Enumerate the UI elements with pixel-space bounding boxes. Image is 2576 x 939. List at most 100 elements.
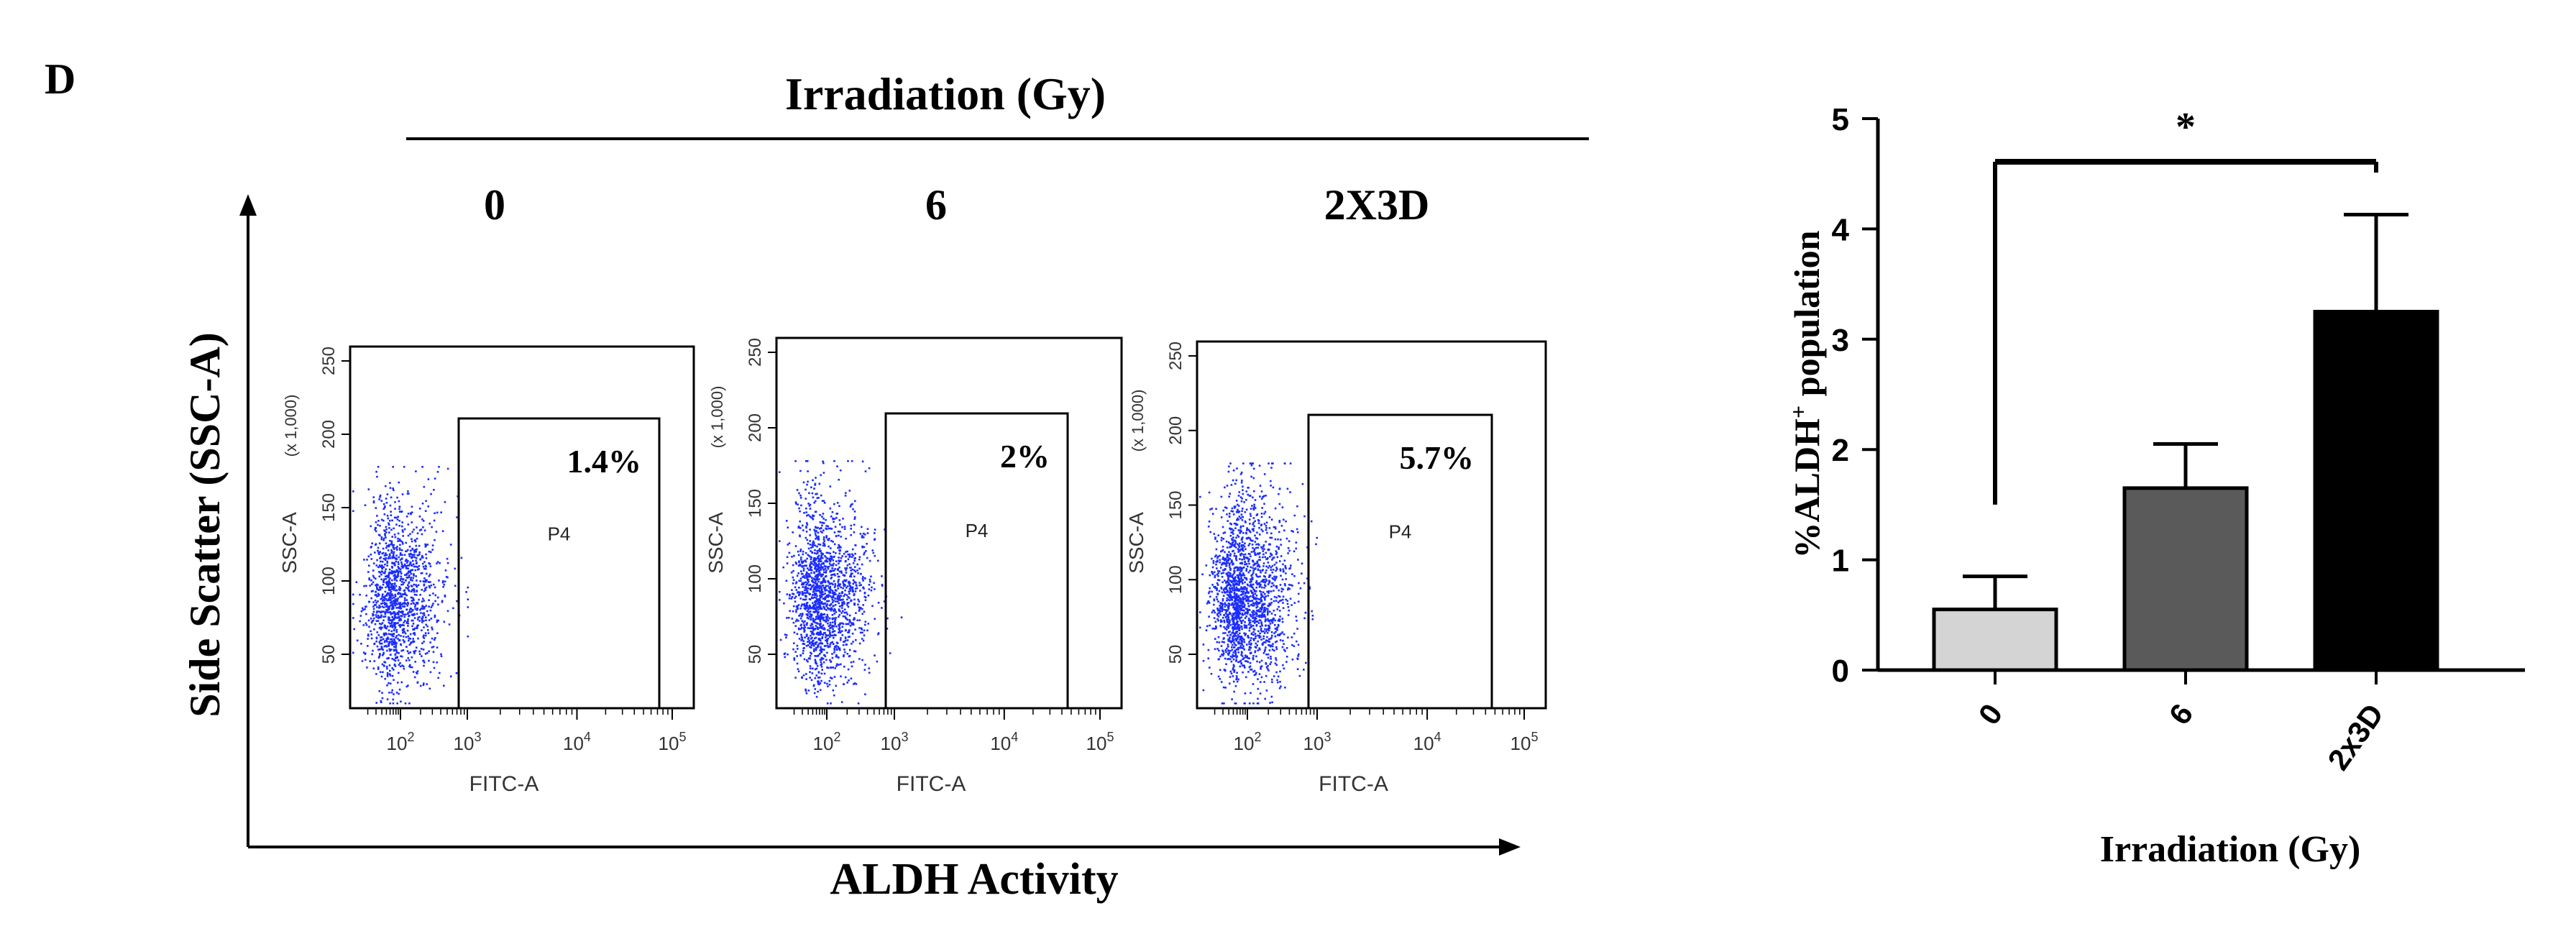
flow-dot xyxy=(843,611,845,614)
flow-dot xyxy=(858,627,861,629)
flow-dot xyxy=(815,608,817,610)
flow-dot xyxy=(816,564,818,566)
flow-dot xyxy=(1260,623,1263,626)
flow-dot xyxy=(1265,527,1268,529)
flow-dot xyxy=(886,617,889,620)
flow-dot xyxy=(390,541,393,544)
flow-dot xyxy=(824,590,827,592)
flow-dot xyxy=(812,564,815,567)
flow-dot xyxy=(1230,510,1233,512)
flow-dot xyxy=(803,512,805,514)
flow-dot xyxy=(467,635,469,638)
flow-dot xyxy=(870,589,873,592)
flow-dot xyxy=(811,562,813,565)
flow-dot xyxy=(873,582,875,585)
flow-dot xyxy=(829,667,832,669)
flow-dot xyxy=(1291,573,1293,575)
flow-dot xyxy=(791,596,794,598)
flow-dot xyxy=(1245,508,1248,511)
flow-dot xyxy=(853,581,856,583)
flow-dot xyxy=(1246,587,1248,590)
flow-dot xyxy=(416,602,418,604)
flow-dot xyxy=(833,460,835,462)
flow-dot xyxy=(1316,536,1319,539)
flow-dot xyxy=(1240,651,1243,653)
flow-dot xyxy=(1260,614,1262,617)
flow-gate-box xyxy=(884,412,1069,710)
flow-dot xyxy=(405,567,408,569)
flow-dot xyxy=(810,568,812,570)
flow-dot xyxy=(1221,562,1224,564)
flow-dot xyxy=(421,621,423,623)
flow-dot xyxy=(1215,563,1217,566)
flow-dot xyxy=(1232,620,1234,623)
flow-dot xyxy=(812,540,815,543)
flow-dot xyxy=(1271,582,1273,585)
flow-dot xyxy=(1224,657,1227,660)
flow-dot xyxy=(456,516,458,518)
flow-dot xyxy=(1241,519,1244,521)
flow-dot xyxy=(815,633,818,636)
flow-dot xyxy=(1229,493,1231,495)
flow-dot xyxy=(1268,462,1270,464)
flow-dot xyxy=(1232,669,1234,671)
flow-dot xyxy=(820,554,823,556)
flow-dot xyxy=(381,605,384,608)
flow-dot xyxy=(829,507,832,510)
flow-dot xyxy=(1265,541,1267,543)
flow-dot xyxy=(808,505,811,507)
flow-dot xyxy=(1243,638,1245,641)
flow-dot xyxy=(1255,620,1257,623)
flow-dot xyxy=(1257,630,1260,633)
flow-dot xyxy=(813,562,816,564)
flow-dot xyxy=(851,588,854,591)
flow-dot xyxy=(1263,548,1265,551)
flow-dot xyxy=(377,466,380,468)
flow-dot xyxy=(1245,625,1247,627)
flow-dot xyxy=(1252,496,1254,499)
flow-dot xyxy=(391,667,393,669)
flow-dot xyxy=(795,562,797,565)
flow-dot xyxy=(851,586,853,589)
flow-dot xyxy=(1235,649,1238,651)
flow-dot xyxy=(388,597,391,599)
flow-dot xyxy=(383,634,385,636)
flow-dot xyxy=(385,568,387,570)
flow-dot xyxy=(811,632,813,635)
flow-dot xyxy=(825,615,828,618)
flow-dot xyxy=(810,627,812,629)
flow-dot xyxy=(408,609,411,611)
flow-dot xyxy=(376,586,378,588)
flow-dot xyxy=(817,690,819,693)
flow-dot xyxy=(386,515,389,517)
flow-dot xyxy=(1235,559,1238,562)
flow-dot xyxy=(393,633,395,635)
flow-dot xyxy=(844,584,846,587)
flow-dot xyxy=(862,580,864,582)
flow-dot xyxy=(1219,605,1221,607)
flow-dot xyxy=(401,580,403,583)
flow-dot xyxy=(382,539,385,541)
flow-dot xyxy=(1215,508,1217,510)
flow-dot xyxy=(1239,558,1241,560)
flow-dot xyxy=(1267,562,1270,564)
flow-dot xyxy=(853,650,856,652)
flow-dot xyxy=(1244,617,1247,619)
flow-dot xyxy=(1262,544,1265,546)
flow-dot xyxy=(814,688,817,690)
flow-dot xyxy=(1269,536,1271,539)
flow-dot xyxy=(858,606,861,608)
flow-dot xyxy=(830,574,833,577)
flow-dot xyxy=(1239,572,1241,574)
flow-dot xyxy=(848,563,851,565)
flow-dot xyxy=(1270,598,1273,600)
flow-dot xyxy=(1235,608,1238,610)
flow-dot xyxy=(825,556,828,559)
flow-dot xyxy=(1221,649,1224,652)
flow-dot xyxy=(817,543,820,546)
flow-dot xyxy=(868,467,871,470)
flow-dot xyxy=(841,526,843,528)
flow-dot xyxy=(382,615,385,618)
flow-dot xyxy=(360,610,363,613)
flow-dot xyxy=(828,600,830,603)
